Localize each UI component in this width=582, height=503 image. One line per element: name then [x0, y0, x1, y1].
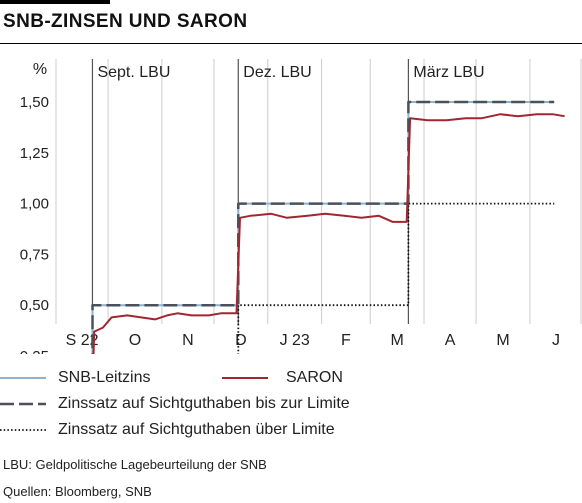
x-tick-label: M [496, 332, 509, 349]
legend-swatch-snb-leitzins [0, 377, 46, 379]
footnote-lbu: LBU: Geldpolitische Lagebeurteilung der … [3, 457, 267, 472]
footnote-sources: Quellen: Bloomberg, SNB [3, 484, 152, 499]
y-tick-label: 0,75 [20, 246, 49, 263]
legend-swatch-saron [222, 377, 268, 379]
legend-label-saron: SARON [286, 369, 343, 386]
legend-item-saron: SARON [222, 366, 343, 390]
title-divider [0, 43, 582, 44]
series-line-saron [92, 113, 565, 354]
y-tick-label: 1,50 [20, 94, 49, 111]
rate-chart: 1,501,251,000,750,500,250,00-0,25-0,50%S… [20, 59, 582, 354]
legend-item-over-limit: Zinssatz auf Sichtguthaben über Limite [0, 418, 335, 442]
legend-label-over-limit: Zinssatz auf Sichtguthaben über Limite [58, 421, 335, 438]
legend-label-snb-leitzins: SNB-Leitzins [58, 369, 151, 386]
legend-label-limit-dashed: Zinssatz auf Sichtguthaben bis zur Limit… [58, 395, 350, 412]
x-tick-label: A [445, 332, 456, 349]
title-accent-bar [0, 0, 110, 4]
legend-item-limit-dashed: Zinssatz auf Sichtguthaben bis zur Limit… [0, 392, 350, 416]
y-axis-unit: % [33, 61, 47, 78]
event-label: Sept. LBU [97, 64, 170, 81]
series-line-zinssatz-auf-sichtguthaben-ber-limite [237, 202, 555, 354]
x-tick-label: J 23 [280, 332, 310, 349]
x-tick-label: O [129, 332, 141, 349]
y-tick-label: 1,25 [20, 145, 49, 162]
event-label: Dez. LBU [243, 64, 311, 81]
x-tick-label: D [235, 332, 247, 349]
x-tick-label: N [182, 332, 194, 349]
y-tick-label: 1,00 [20, 196, 49, 213]
legend-swatch-limit-dashed [0, 402, 46, 406]
legend: SNB-Leitzins SARON Zinssatz auf Sichtgut… [0, 364, 582, 444]
x-tick-label: M [390, 332, 403, 349]
legend-swatch-over-limit [0, 429, 46, 431]
y-tick-label: 0,25 [20, 348, 49, 354]
event-label: März LBU [413, 64, 484, 81]
legend-item-snb-leitzins: SNB-Leitzins [0, 366, 150, 390]
x-tick-label: F [341, 332, 351, 349]
chart-title: SNB-ZINSEN UND SARON [3, 11, 248, 32]
x-tick-label: J [552, 332, 560, 349]
y-tick-label: 0,50 [20, 297, 49, 314]
x-tick-label: S 22 [66, 332, 99, 349]
